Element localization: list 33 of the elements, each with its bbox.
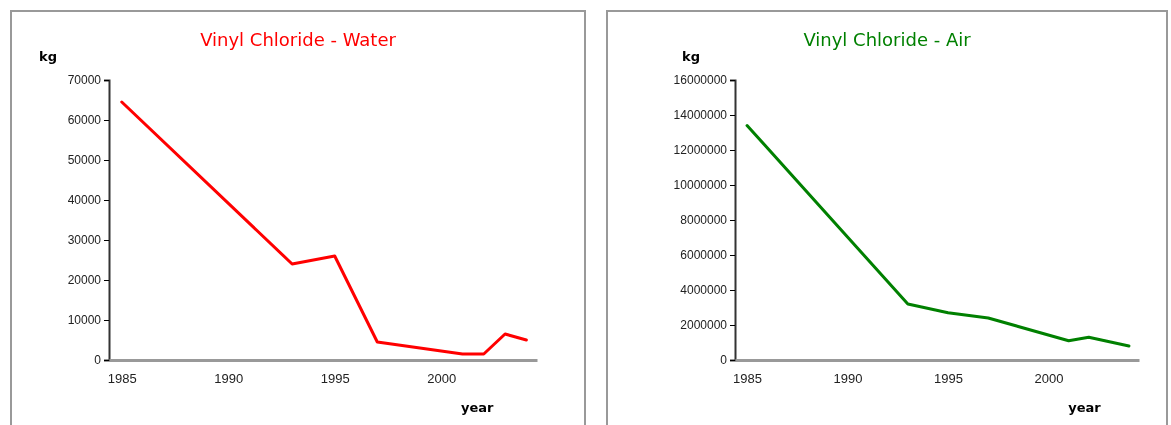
chart-title: Vinyl Chloride - Air [803,29,972,50]
y-tick-label: 0 [720,353,728,368]
x-tick-label: 1990 [214,371,244,387]
y-axis-title: kg [682,49,700,64]
y-tick-label: 16000000 [673,73,728,88]
x-tick-label: 1985 [733,371,763,387]
x-tick-label: 1985 [107,371,137,387]
y-tick-label: 40000 [67,193,102,208]
x-tick-label: 1990 [833,371,863,387]
y-tick-label: 4000000 [680,283,728,298]
y-tick-label: 8000000 [680,213,728,228]
x-axis-title: year [1068,400,1102,415]
y-tick-label: 50000 [67,153,102,168]
x-axis-title: year [460,400,494,415]
y-tick-label: 0 [94,353,102,368]
y-tick-label: 12000000 [673,143,728,158]
chart-title: Vinyl Chloride - Water [200,29,397,50]
y-tick-label: 20000 [67,273,102,288]
y-tick-label: 30000 [67,233,102,248]
x-tick-label: 2000 [1034,371,1064,387]
y-tick-label: 10000 [67,313,102,328]
y-tick-label: 6000000 [680,248,728,263]
y-tick-label: 10000000 [673,178,728,193]
y-tick-label: 2000000 [680,318,728,333]
line-series [745,124,1131,348]
y-tick-label: 60000 [67,113,102,128]
line-series [120,100,528,356]
x-tick-label: 1995 [934,371,964,387]
y-tick-label: 70000 [67,73,102,88]
y-axis-title: kg [39,49,57,64]
y-tick-label: 14000000 [673,108,728,123]
x-tick-label: 1995 [320,371,350,387]
x-tick-label: 2000 [427,371,457,387]
